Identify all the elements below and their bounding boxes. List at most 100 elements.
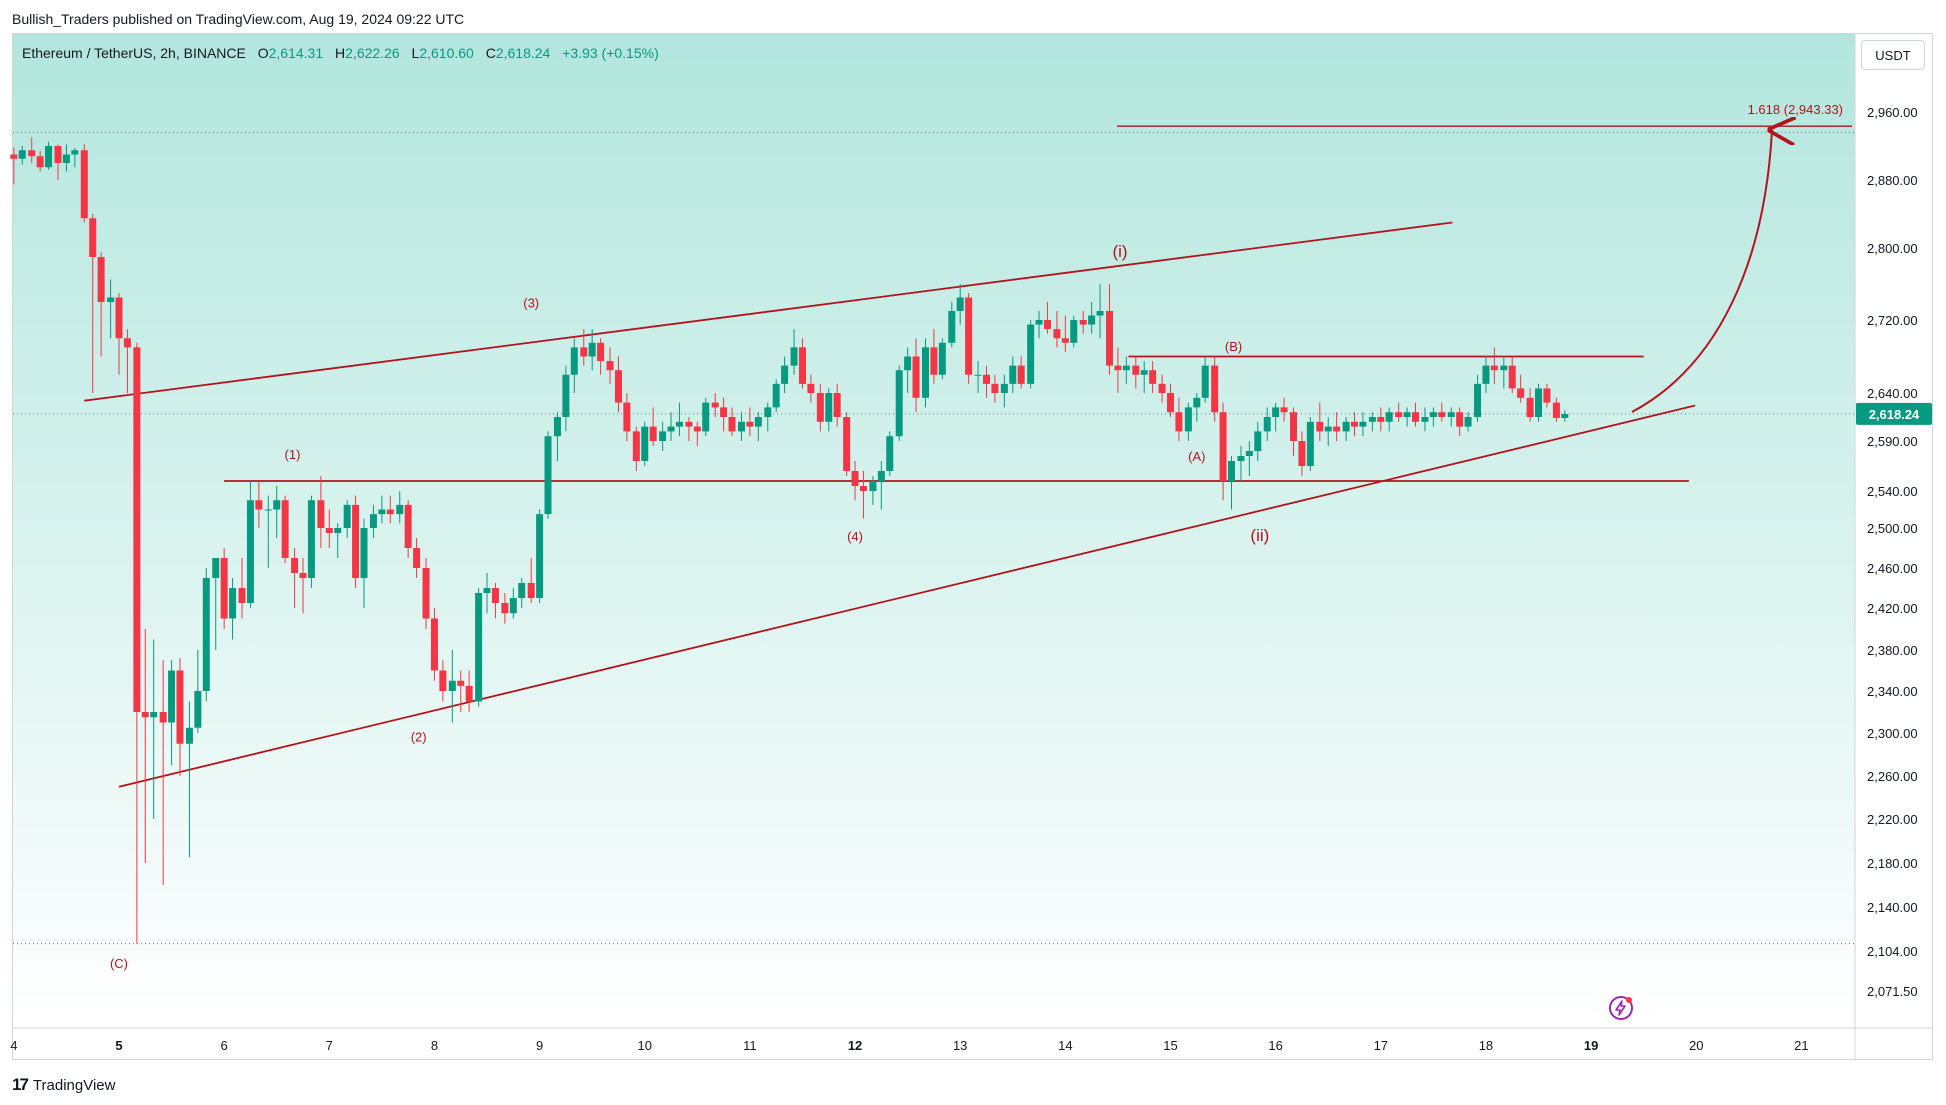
candle — [150, 639, 158, 819]
price-tick-label: 2,260.00 — [1867, 769, 1918, 784]
candle — [185, 701, 193, 858]
published-by-text: Bullish_Traders published on TradingView… — [12, 11, 465, 27]
candle-body — [623, 402, 631, 432]
candle — [238, 558, 246, 619]
candle — [291, 548, 299, 608]
price-tick-label: 2,071.50 — [1867, 984, 1918, 999]
candle — [325, 509, 333, 548]
dotted-levels — [13, 131, 1855, 945]
candle-body — [1290, 412, 1298, 441]
candle-body — [1201, 365, 1209, 398]
candle-body — [570, 347, 578, 375]
candle-body — [334, 528, 342, 533]
candle-body — [912, 356, 920, 398]
candle — [1526, 388, 1534, 422]
candle-body — [1543, 388, 1551, 403]
candle — [457, 670, 465, 712]
candle-body — [80, 150, 88, 219]
candle — [1421, 407, 1429, 432]
candle-body — [1263, 417, 1271, 432]
candle — [1132, 356, 1140, 389]
candle — [597, 338, 605, 375]
tradingview-logo-text[interactable]: TradingView — [32, 1076, 116, 1094]
lightning-bolt-icon[interactable] — [1608, 995, 1634, 1021]
price-tick-label: 2,880.00 — [1867, 173, 1918, 188]
candle-body — [991, 383, 999, 393]
candle — [1411, 402, 1419, 427]
candle-body — [1184, 407, 1192, 432]
candle — [1306, 417, 1314, 471]
time-tick-label: 21 — [1794, 1038, 1808, 1053]
candle-body — [1096, 311, 1104, 316]
candle — [1290, 407, 1298, 456]
price-tick-label: 2,300.00 — [1867, 726, 1918, 741]
candle — [212, 558, 220, 650]
candle-body — [1175, 412, 1183, 432]
candle — [1114, 347, 1122, 393]
candle-body — [877, 471, 885, 481]
candle-body — [1474, 383, 1482, 417]
candle-body — [1043, 320, 1051, 330]
candle-body — [895, 370, 903, 437]
candle-body — [702, 402, 710, 432]
candle-body — [1421, 417, 1429, 422]
price-tick-label: 2,800.00 — [1867, 241, 1918, 256]
candle-body — [1482, 365, 1490, 384]
symbol-title[interactable]: Ethereum / TetherUS, 2h, BINANCE — [22, 45, 246, 61]
candle — [89, 214, 97, 393]
candle-body — [54, 146, 62, 163]
candle-body — [675, 421, 683, 427]
candle-body — [491, 588, 499, 603]
candle-body — [1535, 388, 1543, 417]
candle-body — [728, 417, 736, 432]
candle-body — [396, 504, 404, 515]
candle-body — [807, 383, 815, 393]
high-value: 2,622.26 — [345, 45, 400, 61]
candle-body — [562, 374, 570, 417]
candle-body — [1316, 421, 1324, 432]
candle — [1211, 356, 1219, 422]
candle-body — [360, 528, 368, 578]
candle-body — [1561, 414, 1569, 418]
price-tick-label: 2,380.00 — [1867, 643, 1918, 658]
price-tick-label: 2,140.00 — [1867, 900, 1918, 915]
candle-body — [711, 402, 719, 408]
candle-body — [1009, 365, 1017, 384]
candle — [843, 412, 851, 476]
candle — [220, 548, 228, 629]
candle-body — [1403, 412, 1411, 417]
tradingview-logo-icon[interactable]: 17 — [12, 1075, 29, 1094]
candle — [886, 431, 894, 476]
candle-body — [1237, 456, 1245, 461]
candle — [982, 365, 990, 398]
currency-button[interactable]: USDT — [1861, 40, 1925, 70]
candle — [772, 379, 780, 413]
high-label: H — [335, 45, 346, 61]
candle — [1272, 402, 1280, 432]
candle-body — [1035, 320, 1043, 325]
candle — [1158, 374, 1166, 403]
candle-body — [649, 426, 657, 441]
candle-body — [544, 436, 552, 515]
trendline-lower-wedge — [118, 404, 1696, 788]
candle-body — [194, 691, 202, 728]
candle — [746, 407, 754, 437]
time-tick-label: 13 — [953, 1038, 967, 1053]
candle — [1070, 315, 1078, 348]
candle — [702, 397, 710, 437]
candle-body — [475, 593, 483, 702]
candle-body — [816, 393, 824, 422]
candle — [71, 147, 79, 168]
candle — [991, 374, 999, 403]
candle-body — [1351, 421, 1359, 427]
candle-body — [754, 417, 762, 427]
candle — [10, 147, 18, 185]
candle — [764, 402, 772, 432]
candle — [264, 495, 272, 568]
candle — [378, 495, 386, 524]
candle-body — [536, 514, 544, 598]
candle-body — [1395, 412, 1403, 417]
candle-body — [869, 481, 877, 491]
candle — [422, 558, 430, 629]
